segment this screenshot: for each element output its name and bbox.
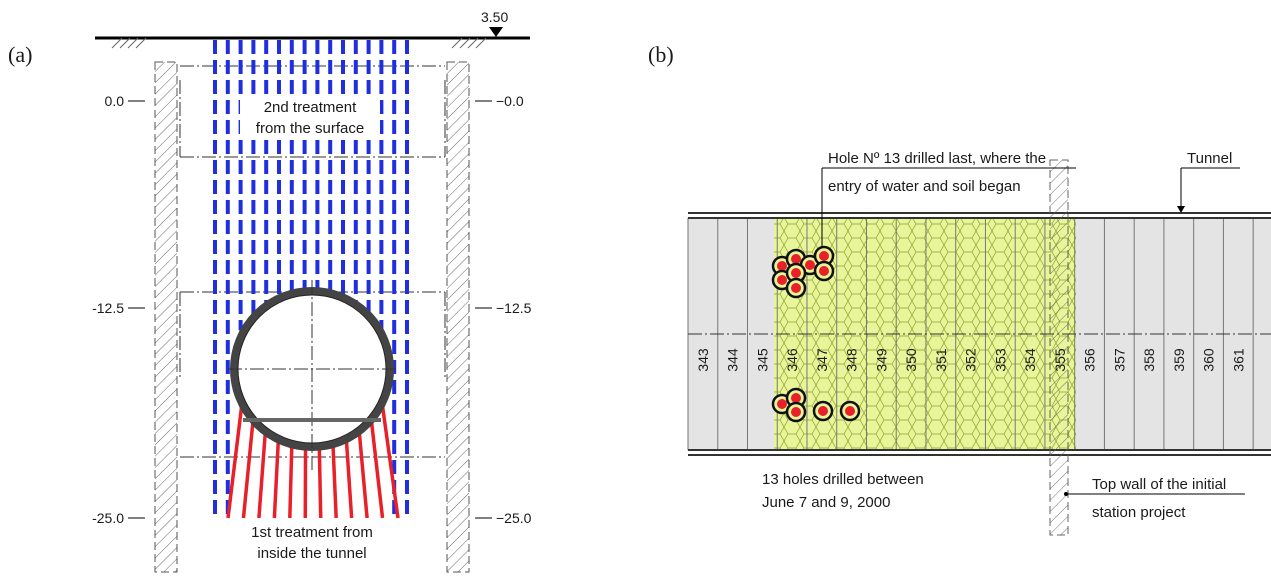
panel-b-label: (b) (648, 42, 674, 67)
second-treatment-label-line2: from the surface (256, 120, 364, 137)
level-right-2: −25.0 (496, 510, 532, 526)
first-treatment-label-line1: 1st treatment from (251, 524, 373, 541)
ring-number: 354 (1022, 348, 1038, 372)
ring-number: 359 (1171, 348, 1187, 372)
ring-number: 348 (844, 348, 860, 372)
drill-hole (777, 399, 787, 409)
ring-number: 361 (1230, 348, 1246, 372)
tunnel-invert (243, 418, 381, 422)
diaphragm-wall-right (447, 62, 469, 572)
ring-number: 349 (873, 348, 889, 372)
ring-number: 350 (903, 348, 919, 372)
first-treatment-label-line2: inside the tunnel (257, 545, 366, 562)
level-left-2: -25.0 (92, 510, 124, 526)
second-treatment-label-line1: 2nd treatment (264, 99, 357, 116)
hole13-note-line2: entry of water and soil began (828, 178, 1021, 195)
holes-note-line2: June 7 and 9, 2000 (762, 494, 890, 511)
drill-hole (845, 406, 855, 416)
ring-number: 357 (1111, 348, 1127, 372)
drill-hole (791, 254, 801, 264)
ring-number: 356 (1082, 348, 1098, 372)
level-marker-icon (489, 27, 503, 37)
ring-number: 343 (695, 348, 711, 372)
drill-hole (777, 275, 787, 285)
ring-number: 358 (1141, 348, 1157, 372)
drill-hole (791, 268, 801, 278)
drill-hole (777, 261, 787, 271)
drill-hole (791, 393, 801, 403)
hole13-note-line1: Hole Nº 13 drilled last, where the (828, 150, 1046, 167)
holes-note-line1: 13 holes drilled between (762, 471, 924, 488)
diaphragm-wall-left (155, 62, 177, 572)
ring-number: 346 (784, 348, 800, 372)
drill-hole (819, 251, 829, 261)
surface-level-label: 3.50 (481, 9, 508, 25)
drill-hole (819, 266, 829, 276)
level-left-1: -12.5 (92, 300, 124, 316)
ring-number: 360 (1201, 348, 1217, 372)
drill-hole (791, 283, 801, 293)
ring-number: 347 (814, 348, 830, 372)
ring-number: 352 (963, 348, 979, 372)
ring-number: 344 (725, 348, 741, 372)
level-right-1: −12.5 (496, 300, 532, 316)
wall-note-line1: Top wall of the initial (1092, 476, 1226, 493)
panel-a-label: (a) (8, 42, 32, 67)
panel-b: (b) 343 344 345 346 347 348 349 350 351 352 353 354… (648, 42, 1271, 535)
tunnel-label: Tunnel (1187, 150, 1232, 167)
level-right-0: −0.0 (496, 93, 524, 109)
panel-a: (a) 3.50 (8, 9, 532, 572)
ring-number: 355 (1052, 348, 1068, 372)
drill-hole (805, 260, 815, 270)
ring-number: 353 (992, 348, 1008, 372)
drill-hole (818, 406, 828, 416)
ring-number: 351 (933, 348, 949, 372)
tunnel-arrow-icon (1177, 206, 1185, 213)
level-left-0: 0.0 (105, 93, 125, 109)
ring-number: 345 (754, 348, 770, 372)
wall-note-line2: station project (1092, 504, 1186, 521)
drill-hole (791, 407, 801, 417)
station-wall (1050, 160, 1068, 535)
